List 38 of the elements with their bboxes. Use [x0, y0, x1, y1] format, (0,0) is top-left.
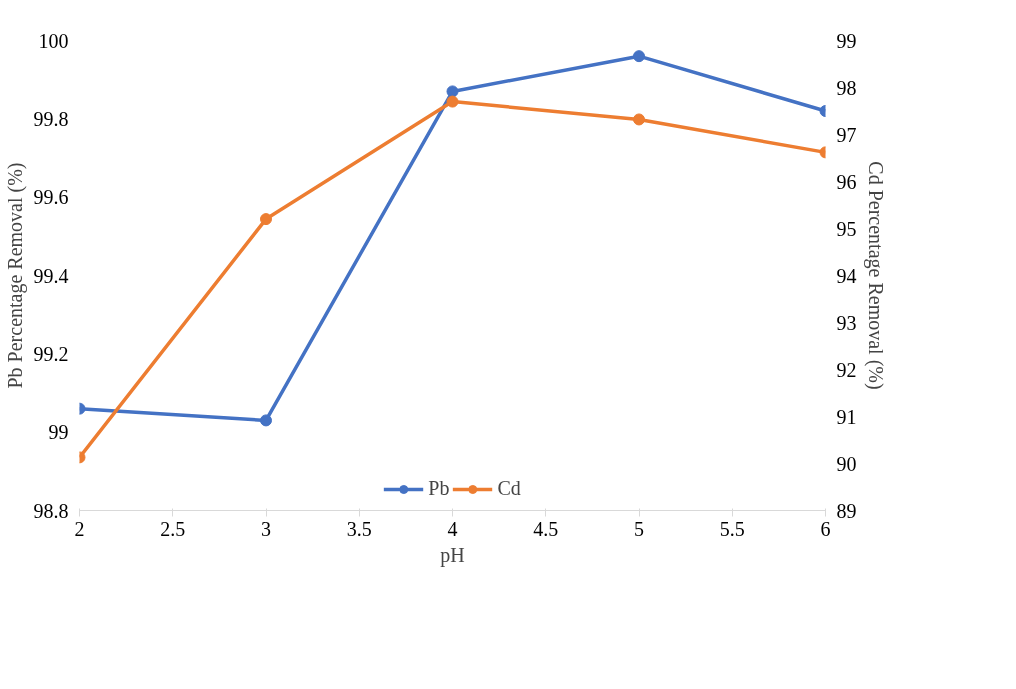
y-tick-label: 99.8: [33, 107, 69, 130]
y2-tick-label: 94: [836, 264, 857, 287]
y2-tick-label: 93: [836, 311, 857, 334]
point: [446, 95, 459, 108]
y2-tick-label: 92: [836, 358, 857, 381]
x-tick-label: 5: [634, 517, 644, 540]
point: [260, 213, 272, 226]
x-tick-label: 5.5: [719, 517, 745, 540]
y2-axis-title: Cd Percentage Removal (%): [863, 161, 887, 390]
y-tick-label: 99: [48, 421, 69, 444]
y-tick-label: 99.4: [33, 264, 69, 287]
y2-tick-label: 96: [836, 170, 857, 193]
point: [633, 113, 645, 126]
y2-tick-label: 99: [836, 29, 857, 52]
x-tick-label: 4: [447, 517, 458, 540]
point: [446, 85, 459, 98]
x-tick-label: 3.5: [346, 517, 372, 540]
y2-tick-label: 95: [836, 217, 857, 240]
legend-label: Cd: [497, 477, 521, 500]
y2-tick-label: 98: [836, 76, 857, 99]
y-tick-label: 99.6: [33, 186, 69, 209]
point: [260, 414, 272, 427]
x-tick-label: 4.5: [533, 517, 559, 540]
legend-label: Pb: [428, 477, 450, 500]
x-axis-title: pH: [440, 543, 465, 567]
y-tick-label: 98.8: [33, 499, 69, 522]
y2-tick-label: 91: [836, 405, 857, 428]
y2-tick-label: 97: [836, 123, 857, 146]
y2-tick-label: 89: [836, 499, 857, 522]
y-axis-title: Pb Percentage Removal (%): [3, 162, 27, 389]
y-tick-label: 99.2: [33, 342, 69, 365]
x-tick-label: 6: [820, 517, 831, 540]
x-tick-label: 2.5: [160, 517, 186, 540]
point: [633, 50, 645, 63]
y-tick-label: 100: [38, 29, 69, 52]
y2-tick-label: 90: [836, 452, 857, 475]
x-tick-label: 2: [74, 517, 85, 540]
x-tick-label: 3: [261, 517, 271, 540]
